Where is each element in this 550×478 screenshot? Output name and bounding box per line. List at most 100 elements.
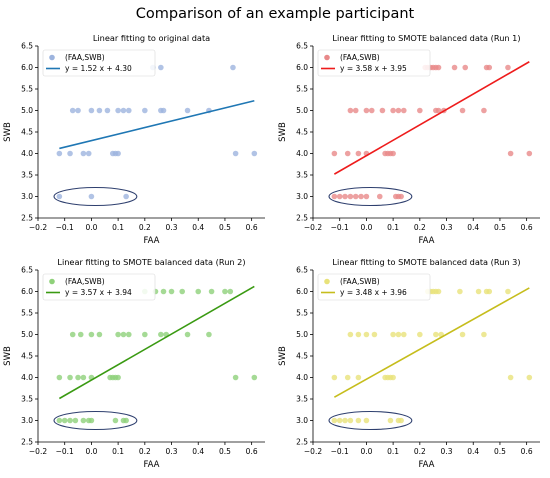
x-tick-label: 0.1 <box>387 223 399 232</box>
regression-line <box>333 61 530 175</box>
y-tick-label: 2.5 <box>296 438 308 447</box>
legend-box <box>42 49 156 77</box>
x-tick-label: 0.1 <box>112 447 124 456</box>
data-point <box>368 107 375 114</box>
legend-marker-points <box>49 54 55 61</box>
data-point <box>331 150 338 157</box>
data-point <box>56 374 63 381</box>
data-point <box>126 331 132 338</box>
x-axis-label: FAA <box>144 460 160 470</box>
data-point <box>96 331 103 338</box>
chart-panel-smote-run1: Linear fitting to SMOTE balanced data (R… <box>275 26 550 254</box>
legend-box <box>317 273 431 301</box>
data-point <box>526 374 533 381</box>
x-tick-label: 0.3 <box>441 223 453 232</box>
y-tick-label: 4.5 <box>21 352 33 361</box>
legend-label-points: (FAA,SWB) <box>340 277 380 286</box>
x-tick-label: 0.5 <box>494 447 506 456</box>
regression-line <box>58 285 255 400</box>
data-point <box>390 107 396 114</box>
data-point <box>67 374 73 381</box>
data-point <box>88 107 95 114</box>
data-point <box>251 150 258 157</box>
y-tick-label: 5.5 <box>21 309 33 318</box>
y-tick-label: 5.0 <box>21 106 33 115</box>
chart-svg: Linear fitting to SMOTE balanced data (R… <box>3 257 265 470</box>
data-point <box>158 64 164 71</box>
y-tick-label: 3.0 <box>296 416 308 425</box>
chart-panel-smote-run2: Linear fitting to SMOTE balanced data (R… <box>0 250 275 478</box>
data-point <box>417 331 423 338</box>
chart-svg: Linear fitting to SMOTE balanced data (R… <box>278 257 540 470</box>
data-point <box>115 331 121 338</box>
data-point <box>75 374 81 381</box>
data-point <box>88 193 95 200</box>
x-tick-label: −0.1 <box>56 447 74 456</box>
y-tick-label: 5.0 <box>296 330 308 339</box>
legend-label-line: y = 3.48 x + 3.96 <box>340 288 407 297</box>
y-tick-label: 6.0 <box>296 63 308 72</box>
y-tick-label: 3.5 <box>296 395 308 404</box>
x-axis-label: FAA <box>419 236 435 246</box>
data-point <box>195 288 202 295</box>
data-point <box>379 107 386 114</box>
x-tick-label: 0.5 <box>494 223 506 232</box>
data-point <box>230 64 236 71</box>
data-point <box>96 107 103 114</box>
x-tick-label: 0.1 <box>112 223 124 232</box>
data-point <box>158 331 164 338</box>
legend-marker-points <box>49 278 55 285</box>
x-tick-label: 0.0 <box>85 447 97 456</box>
data-point <box>355 331 362 338</box>
x-tick-label: −0.2 <box>304 223 322 232</box>
y-tick-label: 4.5 <box>296 128 308 137</box>
y-tick-label: 6.0 <box>21 287 33 296</box>
data-point <box>475 288 482 295</box>
x-axis-label: FAA <box>419 460 435 470</box>
legend-label-points: (FAA,SWB) <box>65 277 105 286</box>
data-point <box>398 193 404 200</box>
data-point <box>435 64 442 71</box>
data-point <box>168 288 175 295</box>
data-point <box>331 374 338 381</box>
data-point <box>486 288 493 295</box>
data-point <box>398 417 404 424</box>
y-axis-label: SWB <box>3 122 13 142</box>
x-tick-label: 0.6 <box>246 223 258 232</box>
x-tick-label: −0.1 <box>56 223 74 232</box>
y-tick-label: 6.5 <box>296 42 308 51</box>
data-point <box>505 288 511 295</box>
data-point <box>433 331 439 338</box>
x-tick-label: 0.6 <box>246 447 258 456</box>
data-point <box>363 193 370 200</box>
data-point <box>347 107 354 114</box>
legend-label-line: y = 3.58 x + 3.95 <box>340 64 407 73</box>
data-point <box>347 193 354 200</box>
data-point <box>232 374 239 381</box>
data-point <box>56 150 63 157</box>
x-tick-label: 0.2 <box>414 447 426 456</box>
data-point <box>88 417 95 424</box>
x-tick-label: 0.1 <box>387 447 399 456</box>
data-point <box>61 417 68 424</box>
data-point <box>344 374 351 381</box>
y-axis-label: SWB <box>278 346 288 366</box>
legend-label-line: y = 3.57 x + 3.94 <box>65 288 132 297</box>
data-point <box>336 417 343 424</box>
x-tick-label: 0.3 <box>441 447 453 456</box>
chart-title: Linear fitting to SMOTE balanced data (R… <box>332 257 520 267</box>
regression-line <box>333 287 530 398</box>
data-point <box>390 374 396 381</box>
data-point <box>115 107 121 114</box>
data-point <box>120 331 127 338</box>
data-point <box>395 107 402 114</box>
data-point <box>352 107 359 114</box>
y-tick-label: 3.0 <box>21 416 33 425</box>
data-point <box>363 417 370 424</box>
data-point <box>331 193 338 200</box>
legend-label-points: (FAA,SWB) <box>65 53 105 62</box>
data-point <box>126 107 132 114</box>
data-point <box>85 150 92 157</box>
y-tick-label: 4.0 <box>21 149 33 158</box>
data-point <box>481 331 487 338</box>
